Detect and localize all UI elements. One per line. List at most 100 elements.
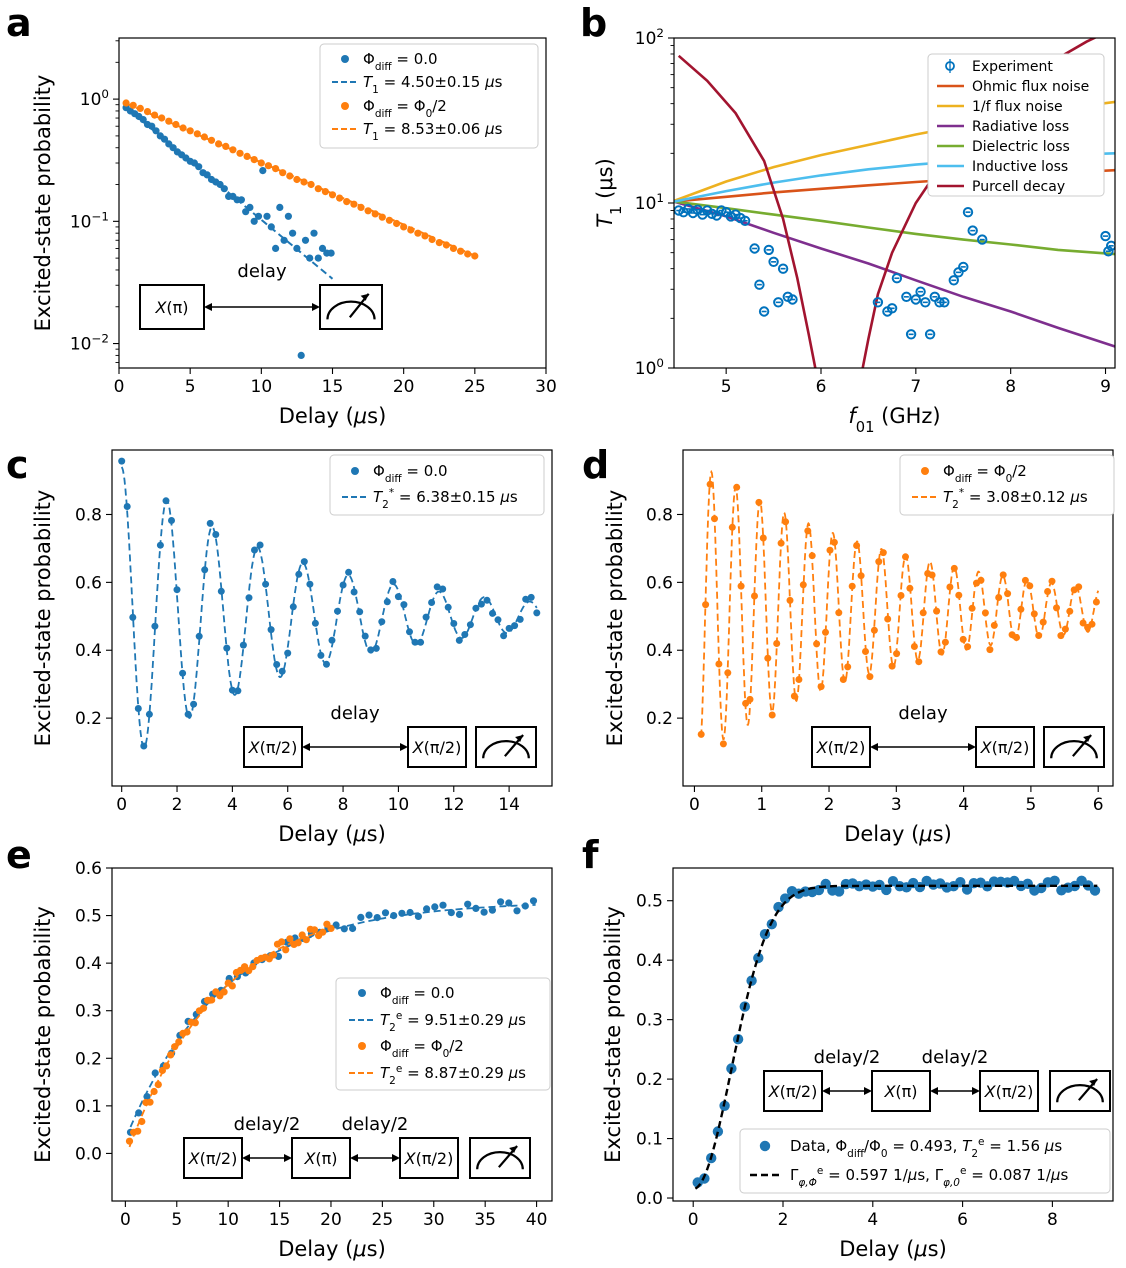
data-point [345,568,353,576]
data-point [301,236,310,244]
data-point [928,571,936,579]
data-point [697,730,705,738]
data-point [135,1109,143,1117]
pulse-box [399,1137,459,1179]
plot-area [125,897,538,1148]
data-point [394,593,402,601]
y-tick-label: 0.8 [646,505,673,525]
plot-area [122,99,479,359]
x-tick-label: 0 [114,377,125,397]
data-point [168,517,175,524]
data-point [724,669,732,677]
data-point [813,640,821,648]
data-point [522,595,530,603]
x-tick-label: 2 [824,795,835,815]
data-point [383,598,391,606]
data-point [977,234,988,245]
data-point [234,687,242,695]
legend-label: T2* = 6.38±0.15 μs [373,487,518,511]
meter-icon [482,740,530,759]
data-point [461,631,469,638]
data-point [483,596,491,604]
data-point [472,604,480,612]
panel-letter: b [580,1,607,45]
data-point [494,616,502,624]
legend-label: Φdiff = Φ0/2 [363,97,447,120]
data-point [173,586,181,594]
data-point [511,622,519,630]
data-point [746,695,754,703]
x-tick-label: 12 [443,795,465,815]
data-point [228,982,236,990]
data-point [151,622,159,630]
data-point [125,1137,134,1145]
y-tick-label: 0.2 [636,1070,663,1090]
data-point [289,229,297,237]
arrow-head-icon [204,303,212,311]
pulse-label: X(π/2) [816,738,866,757]
pulse-box [979,1070,1039,1112]
legend-label: T1 = 8.53±0.06 μs [363,120,503,143]
data-point [223,644,231,652]
arrow-head-icon [972,1087,980,1095]
pulse-box [139,284,205,330]
fit-line [700,469,1100,740]
data-point [406,908,414,917]
delay-label: delay [237,261,287,282]
data-point [389,578,397,585]
data-point [962,207,974,218]
plot-area [118,457,541,750]
legend-marker [759,1140,771,1152]
y-axis-label: Excited-state probability [31,490,55,747]
legend-box [739,1128,1111,1194]
pulse-box [291,1137,351,1179]
data-point [220,988,228,996]
meter-box [319,284,383,330]
data-point [786,596,794,604]
data-point [924,329,936,340]
data-point [356,608,364,616]
data-point [138,1117,146,1126]
data-point [516,615,524,623]
data-point [1089,885,1101,896]
legend-box [927,53,1105,197]
pulse-label: X(π) [303,1149,337,1168]
meter-box [1043,726,1105,768]
x-tick-label: 30 [423,1210,445,1230]
data-point [378,618,386,626]
data-point [527,593,535,601]
y-tick-label: 0.4 [636,951,663,971]
data-point [171,1043,179,1051]
data-point [968,604,976,612]
data-point [870,626,878,634]
y-tick-label: 0.6 [75,573,102,593]
data-point [866,673,874,681]
data-point [857,572,865,580]
data-point [145,710,153,718]
meter-icon [476,1151,524,1170]
x-tick-label: 5 [1025,795,1036,815]
data-point [273,661,281,668]
data-point [431,903,439,911]
data-point [533,609,541,617]
x-tick-label: 10 [251,377,273,397]
data-point [497,898,505,906]
data-point [888,662,896,670]
data-point [357,913,365,922]
panel-letter: c [6,443,29,487]
data-point [464,250,472,258]
legend-marker [358,989,366,997]
data-point [893,650,901,658]
legend-marker [921,467,929,475]
legend-marker [341,55,349,63]
data-point [1066,607,1074,615]
data-point [919,609,927,617]
data-point [259,167,267,175]
data-point [716,205,727,216]
data-point [400,601,408,609]
meter-box [469,1137,531,1179]
y-tick-label: 100 [635,356,664,379]
data-point [282,946,290,954]
data-point [317,651,325,659]
data-point [1030,610,1038,618]
